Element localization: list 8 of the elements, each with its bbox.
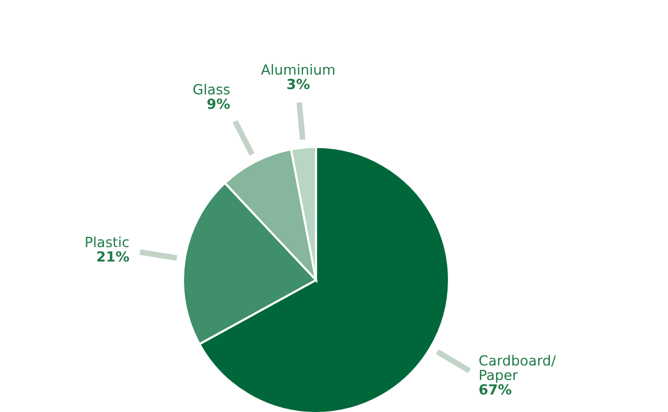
data-label: 21% <box>97 251 130 262</box>
slice-label: Aluminium <box>261 64 334 75</box>
slice-label: Glass <box>193 84 230 95</box>
slice-label: Plastic <box>86 236 129 248</box>
data-label: 67% <box>479 384 512 395</box>
slice-label: Cardboard/ Paper <box>479 354 556 383</box>
data-label: 9% <box>207 98 230 110</box>
data-label: 3% <box>287 78 310 90</box>
